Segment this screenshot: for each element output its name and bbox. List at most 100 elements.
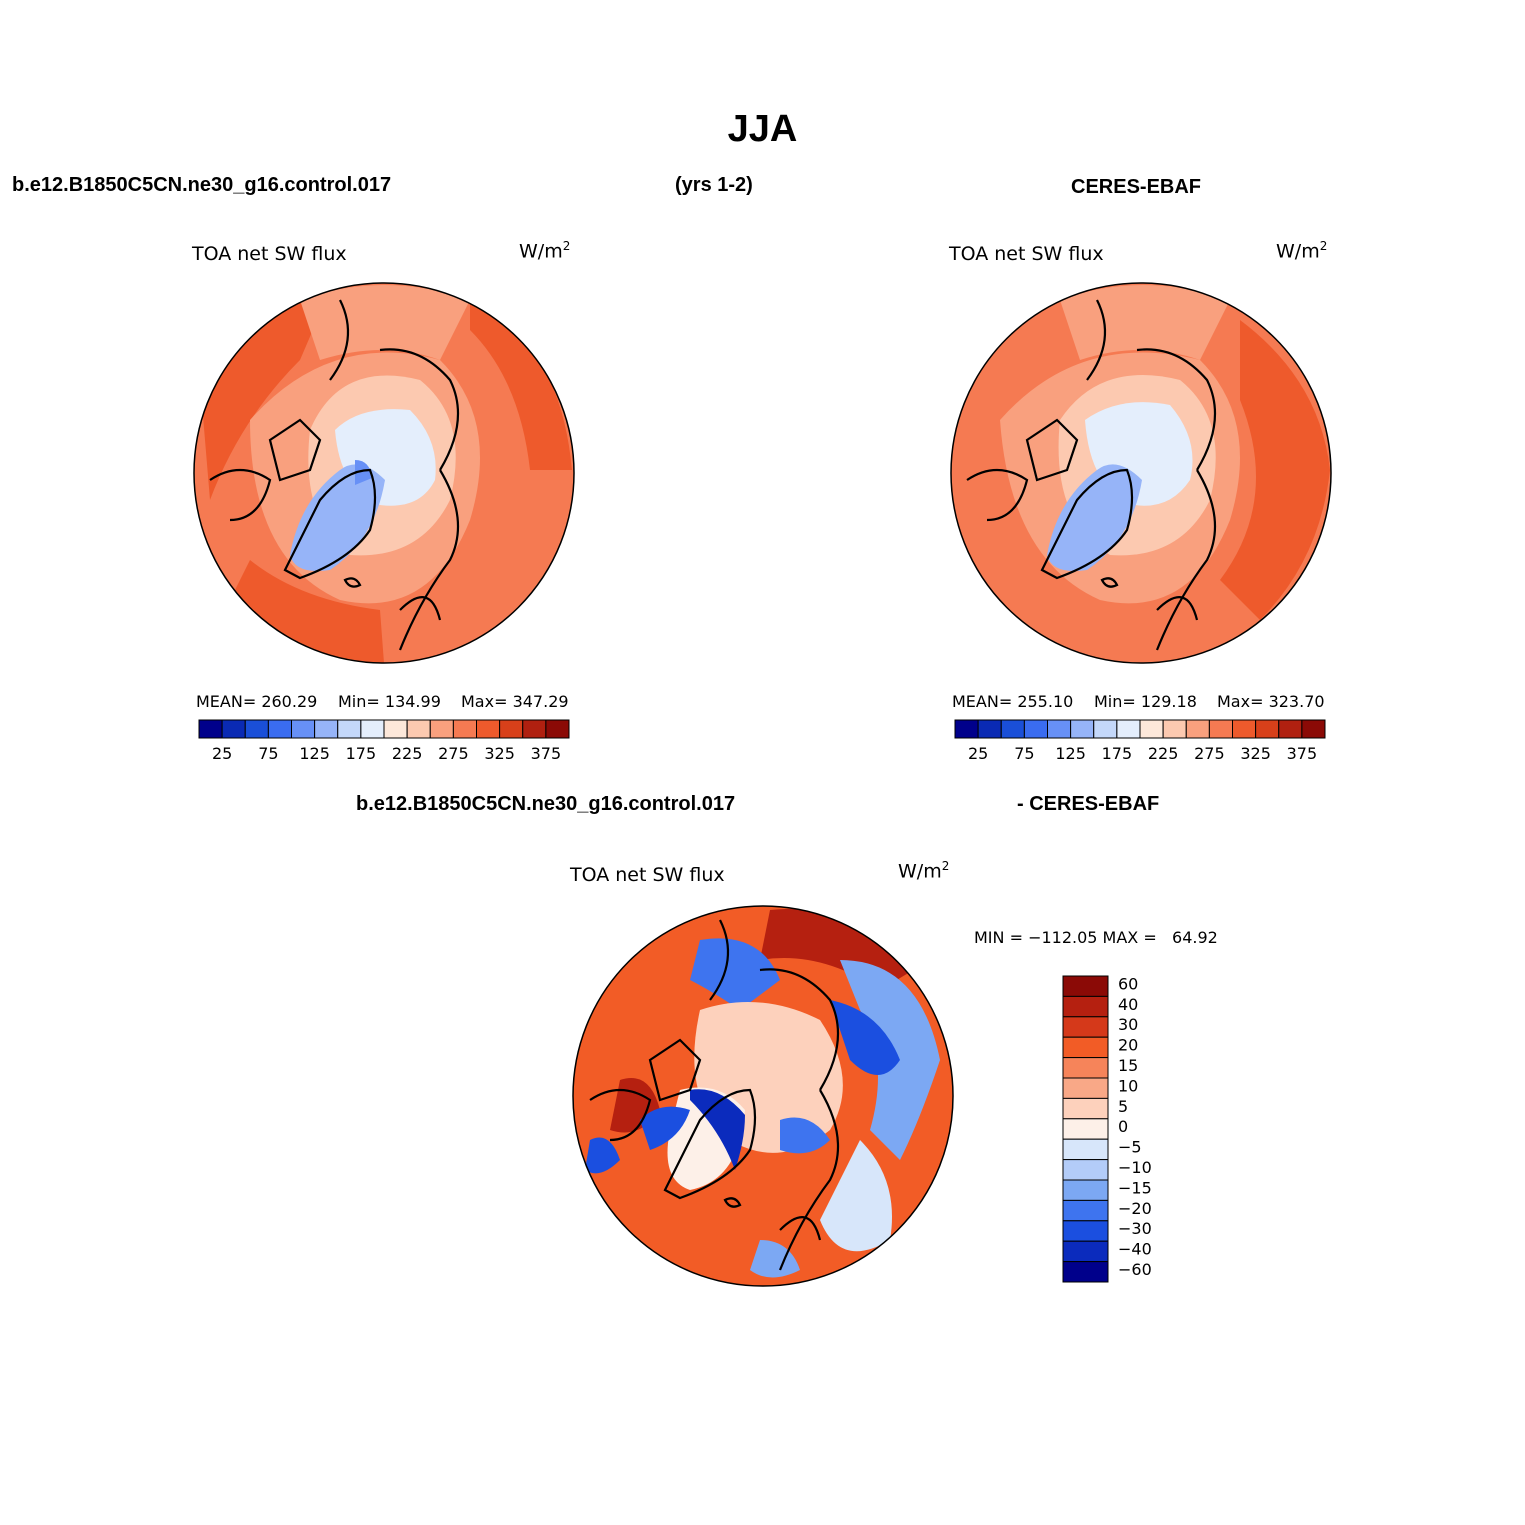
model-colorbar-tick-label: 25 <box>212 744 232 763</box>
model-colorbar-swatch <box>314 719 339 739</box>
obs-colorbar-swatch <box>1000 719 1025 739</box>
model-colorbar-tick-label: 125 <box>299 744 330 763</box>
model-colorbar-tick-label: 325 <box>484 744 515 763</box>
obs-colorbar-tick-label: 175 <box>1102 744 1133 763</box>
obs-colorbar-swatch <box>954 719 979 739</box>
obs-variable-label: TOA net SW flux <box>949 243 1104 265</box>
obs-colorbar-tick-label: 275 <box>1194 744 1225 763</box>
obs-name-label: CERES-EBAF <box>1071 176 1202 198</box>
diff-units-exp: 2 <box>941 859 950 873</box>
obs-map-border <box>950 282 1332 664</box>
model-colorbar-swatch <box>476 719 501 739</box>
model-max-label: Max= 347.29 <box>461 692 569 711</box>
model-colorbar-swatch <box>267 719 292 739</box>
model-colorbar-swatch <box>291 719 316 739</box>
model-units-label: W/m2 <box>519 239 570 262</box>
model-map <box>194 283 574 663</box>
model-colorbar-swatch <box>337 719 362 739</box>
obs-colorbar-swatch <box>1139 719 1164 739</box>
diff-colorbar-swatch <box>1062 975 1109 997</box>
obs-colorbar-swatch <box>1093 719 1118 739</box>
diff-colorbar-swatch <box>1062 1057 1109 1079</box>
diff-map-border <box>572 905 954 1287</box>
diff-colorbar-swatch <box>1062 1077 1109 1099</box>
model-colorbar-tick-label: 175 <box>346 744 377 763</box>
model-variable-label: TOA net SW flux <box>192 243 347 265</box>
diff-colorbar-swatch <box>1062 1261 1109 1283</box>
diff-colorbar-tick-label: 40 <box>1118 995 1138 1014</box>
diff-colorbar-tick-label: −15 <box>1118 1178 1152 1197</box>
diff-colorbar-tick-label: −5 <box>1118 1138 1142 1157</box>
diff-colorbar-swatch <box>1062 1179 1109 1201</box>
model-min-label: Min= 134.99 <box>338 692 441 711</box>
obs-colorbar-swatch <box>1185 719 1210 739</box>
diff-colorbar-tick-label: −40 <box>1118 1240 1152 1259</box>
model-colorbar-tick-label: 225 <box>392 744 423 763</box>
model-colorbar-swatch <box>499 719 524 739</box>
diff-colorbar-tick-label: −60 <box>1118 1260 1152 1279</box>
diff-units-base: W/m <box>898 860 942 883</box>
obs-colorbar-swatch <box>1070 719 1095 739</box>
model-colorbar-swatch <box>360 719 385 739</box>
model-units-base: W/m <box>519 240 563 263</box>
diff-colorbar-tick-label: 60 <box>1118 974 1138 993</box>
model-colorbar-tick-label: 375 <box>531 744 562 763</box>
model-colorbar-tick-label: 275 <box>438 744 469 763</box>
diff-colorbar-tick-label: 5 <box>1118 1097 1128 1116</box>
diff-colorbar-swatch <box>1062 1016 1109 1038</box>
diff-colorbar-swatch <box>1062 1199 1109 1222</box>
obs-colorbar-swatch <box>1255 719 1280 739</box>
obs-colorbar-swatch <box>1162 719 1187 739</box>
diff-colorbar-tick-label: −30 <box>1118 1219 1152 1238</box>
model-map-border <box>193 282 575 664</box>
diff-colorbar-tick-label: 10 <box>1118 1076 1138 1095</box>
obs-units-base: W/m <box>1276 240 1320 263</box>
diff-colorbar-tick-label: −10 <box>1118 1158 1152 1177</box>
diff-colorbar-tick-label: −20 <box>1118 1199 1152 1218</box>
diff-colorbar-swatch <box>1062 1097 1109 1120</box>
obs-colorbar-tick-label: 375 <box>1287 744 1318 763</box>
model-colorbar: 25 75 125 175 225 275 325 375 <box>198 719 570 763</box>
obs-colorbar-tick-label: 75 <box>1014 744 1034 763</box>
obs-colorbar-tick-label: 225 <box>1148 744 1179 763</box>
obs-mean-label: MEAN= 255.10 <box>952 692 1074 711</box>
obs-colorbar-swatch <box>1301 719 1326 739</box>
model-mean-label: MEAN= 260.29 <box>196 692 318 711</box>
diff-colorbar-swatch <box>1062 1159 1109 1181</box>
diff-colorbar-tick-label: 15 <box>1118 1056 1138 1075</box>
obs-colorbar-swatch <box>977 719 1002 739</box>
obs-colorbar: 25 75 125 175 225 275 325 375 <box>954 719 1326 763</box>
diff-obs-label: - CERES-EBAF <box>1017 793 1160 815</box>
diff-colorbar-swatch <box>1062 1240 1109 1263</box>
model-colorbar-swatch <box>406 719 431 739</box>
diff-minmax-label: MIN = −112.05 MAX = 64.92 <box>974 928 1218 947</box>
obs-colorbar-swatch <box>1232 719 1257 739</box>
model-colorbar-swatch <box>244 719 269 739</box>
obs-map <box>951 283 1331 663</box>
obs-colorbar-swatch <box>1116 719 1141 739</box>
model-colorbar-swatch <box>198 719 223 739</box>
diff-variable-label: TOA net SW flux <box>570 864 725 886</box>
diff-case-label: b.e12.B1850C5CN.ne30_g16.control.017 <box>356 793 736 815</box>
obs-colorbar-swatch <box>1208 719 1233 739</box>
model-colorbar-swatch <box>221 719 246 739</box>
years-label: (yrs 1-2) <box>675 174 753 196</box>
diff-colorbar-swatch <box>1062 1138 1109 1161</box>
case-name-label: b.e12.B1850C5CN.ne30_g16.control.017 <box>12 174 392 196</box>
obs-max-label: Max= 323.70 <box>1217 692 1325 711</box>
obs-colorbar-tick-label: 125 <box>1055 744 1086 763</box>
figure-title: JJA <box>727 108 798 150</box>
diff-colorbar-swatch <box>1062 1036 1109 1059</box>
obs-min-label: Min= 129.18 <box>1094 692 1197 711</box>
diff-colorbar-swatch <box>1062 1220 1109 1242</box>
model-colorbar-swatch <box>545 719 570 739</box>
obs-units-label: W/m2 <box>1276 239 1327 262</box>
diff-map <box>573 906 953 1286</box>
obs-colorbar-swatch <box>1023 719 1048 739</box>
diff-colorbar-tick-label: 30 <box>1118 1015 1138 1034</box>
model-colorbar-tick-label: 75 <box>258 744 278 763</box>
model-colorbar-swatch <box>429 719 454 739</box>
diff-colorbar-tick-label: 0 <box>1118 1117 1128 1136</box>
